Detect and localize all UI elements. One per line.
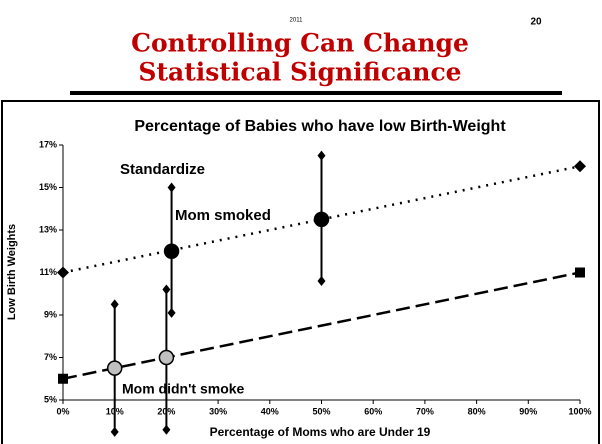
x-axis-label: Percentage of Moms who are Under 19: [210, 425, 431, 439]
estimate: [106, 360, 123, 376]
annotation: Mom didn't smoke: [122, 381, 245, 397]
x-tick-label: 100%: [568, 406, 591, 416]
slide-title: Statistical Significance: [138, 58, 461, 87]
slide-title: Controlling Can Change: [131, 29, 469, 58]
y-tick-label: 9%: [44, 309, 57, 319]
x-tick-label: 60%: [364, 406, 382, 416]
error-cap: [317, 150, 326, 161]
error-cap: [167, 182, 176, 193]
page-number: 20: [530, 17, 542, 28]
x-tick-label: 0%: [56, 406, 69, 416]
y-tick-label: 11%: [39, 267, 57, 277]
marker: [575, 267, 585, 278]
error-cap: [317, 276, 326, 286]
x-tick-label: 70%: [416, 406, 434, 416]
error-cap: [162, 424, 171, 435]
chart-frame: [1, 100, 600, 444]
estimate: [163, 243, 180, 259]
y-axis-label: Low Birth Weights: [6, 224, 18, 320]
error-cap: [162, 284, 171, 295]
y-tick-label: 7%: [44, 352, 57, 362]
y-tick-label: 17%: [39, 139, 57, 149]
x-tick-label: 30%: [209, 406, 227, 416]
error-cap: [110, 299, 119, 310]
x-tick-label: 40%: [261, 406, 279, 416]
annotation: Mom smoked: [175, 207, 271, 224]
y-tick-label: 13%: [39, 224, 57, 234]
year: 2011: [290, 18, 304, 24]
x-tick-label: 90%: [519, 406, 537, 416]
trend-line: [62, 271, 581, 380]
chart-title: Percentage of Babies who have low Birth-…: [134, 118, 506, 135]
marker: [58, 373, 68, 384]
marker: [574, 160, 586, 173]
x-tick-label: 80%: [468, 406, 486, 416]
error-cap: [110, 426, 119, 437]
y-tick-label: 5%: [44, 394, 57, 404]
estimate: [313, 211, 330, 228]
x-tick-label: 50%: [312, 406, 330, 416]
y-tick-label: 15%: [39, 182, 57, 192]
rule: [70, 91, 562, 95]
annotation: Standardize: [120, 161, 205, 178]
error-cap: [167, 307, 176, 318]
estimate: [158, 349, 175, 366]
marker: [57, 266, 69, 279]
